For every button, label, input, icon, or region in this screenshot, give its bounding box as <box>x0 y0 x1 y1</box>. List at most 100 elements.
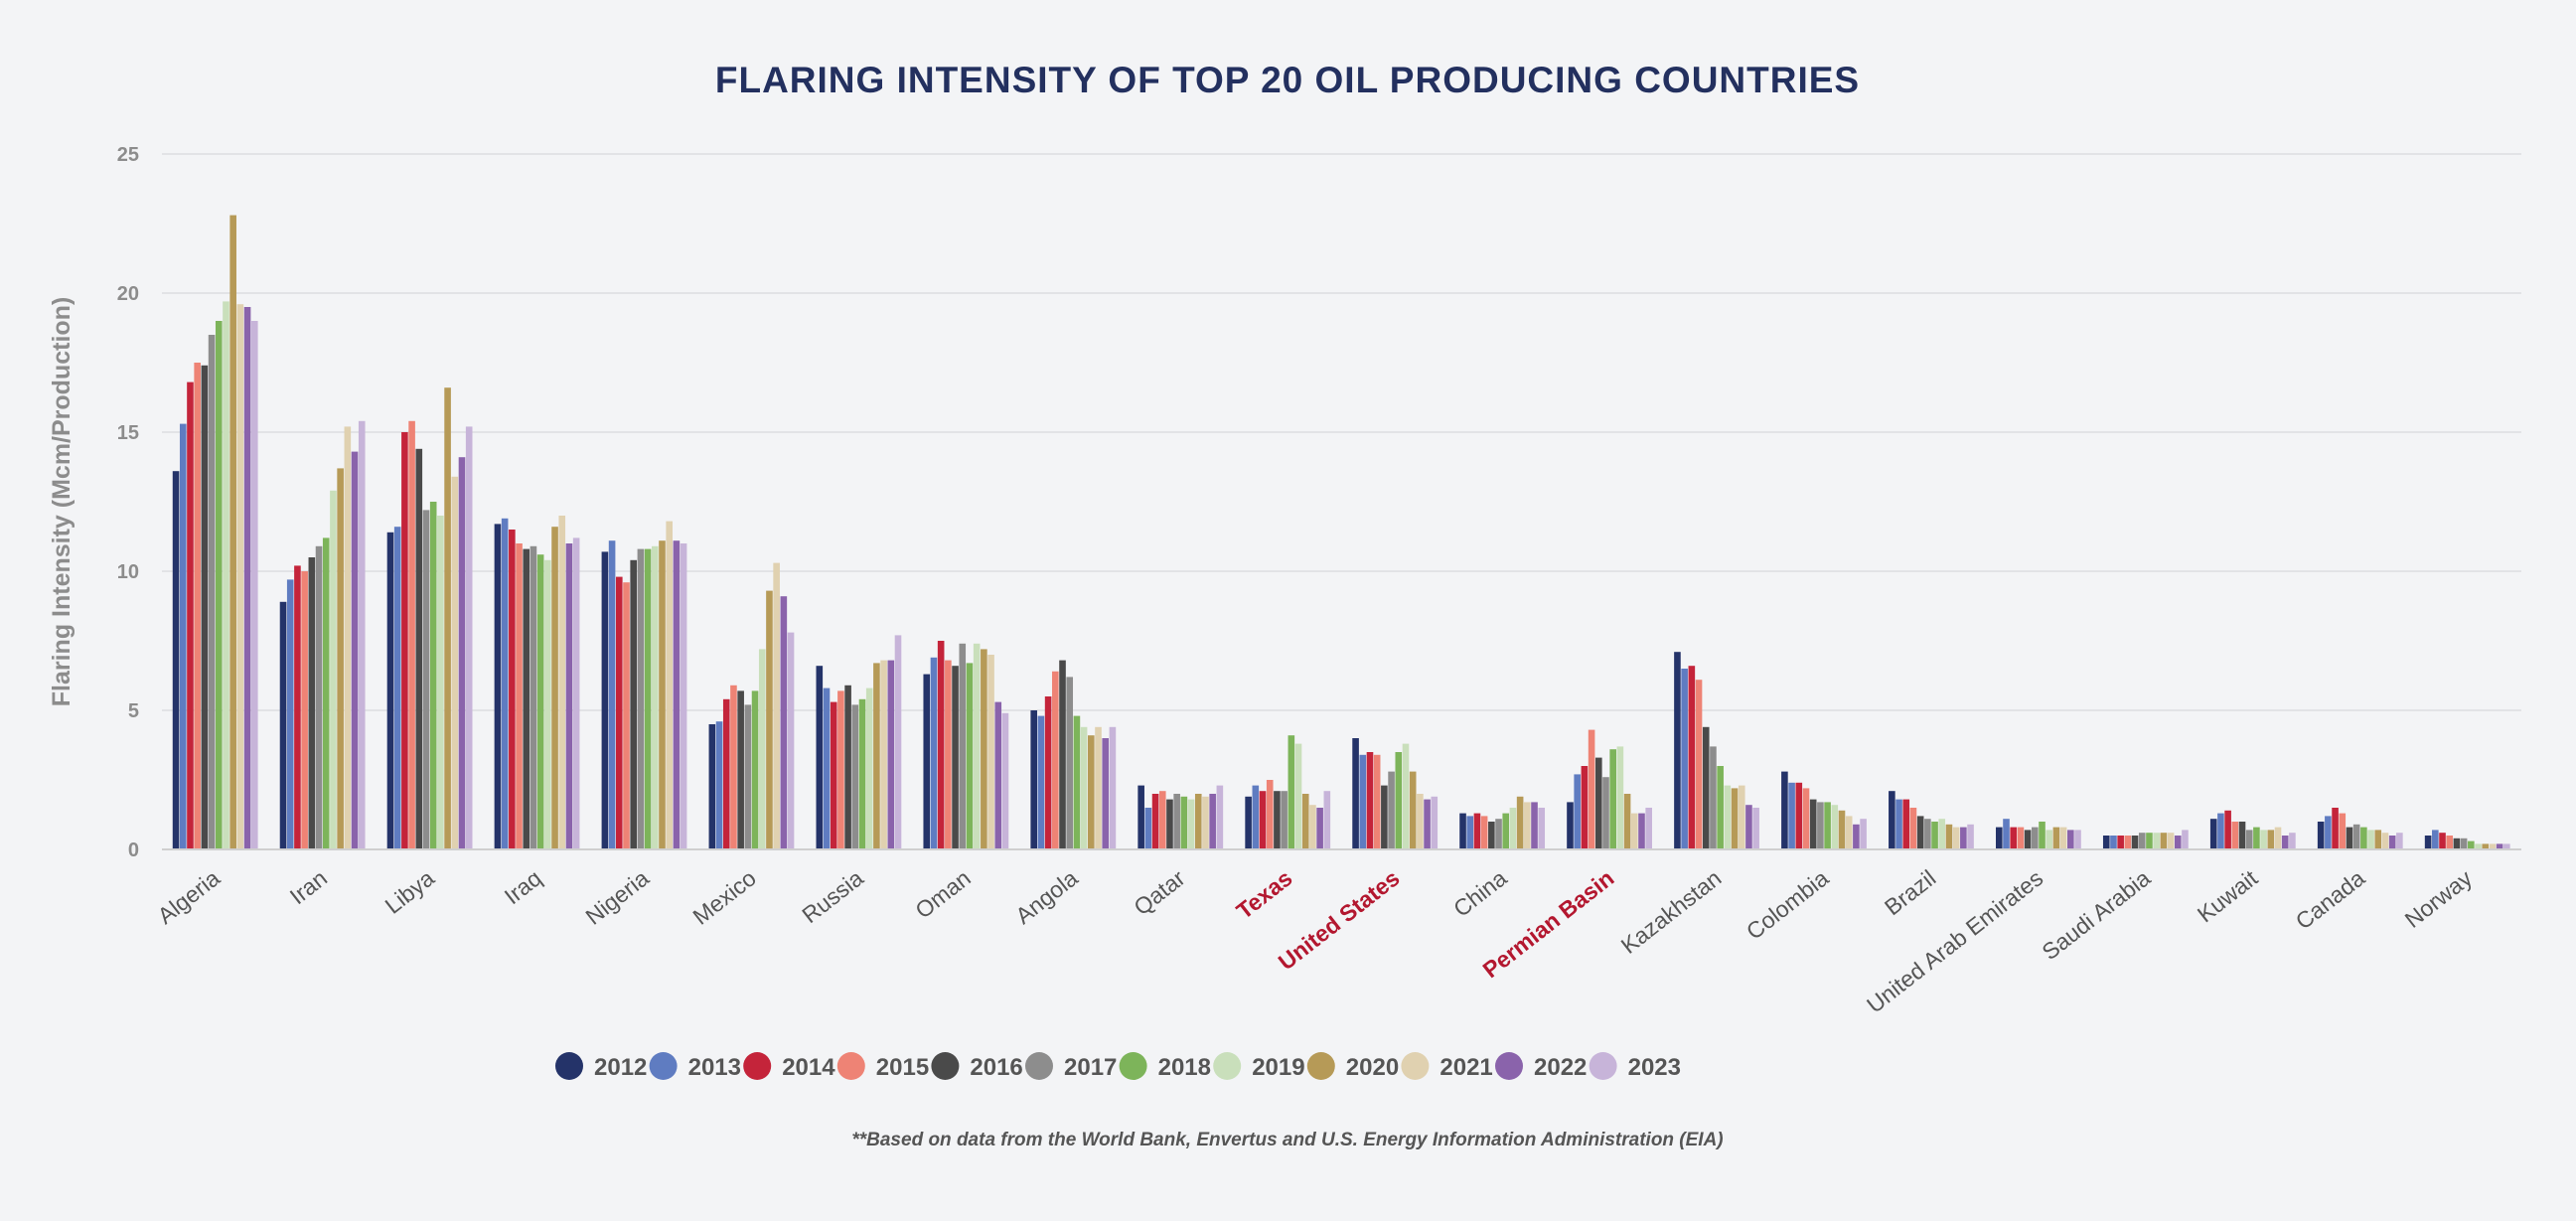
x-tick-label: United Arab Emirates <box>1862 864 2047 1017</box>
bar <box>2339 813 2347 849</box>
bar <box>1209 794 1216 849</box>
bar <box>1480 816 1488 849</box>
legend-swatch <box>1119 1052 1147 1080</box>
legend-label: 2012 <box>594 1054 647 1081</box>
bar <box>1137 785 1144 849</box>
bar <box>1795 782 1803 849</box>
legend-label: 2014 <box>782 1054 835 1081</box>
bar <box>294 565 301 849</box>
legend-item: 2018 <box>1119 1052 1211 1081</box>
bar <box>401 432 408 849</box>
x-tick-label: Saudi Arabia <box>2037 864 2155 965</box>
bar <box>1788 782 1795 849</box>
bar <box>1323 791 1331 849</box>
bar <box>250 321 258 849</box>
bar <box>1802 788 1810 849</box>
footnote: **Based on data from the World Bank, Env… <box>851 1130 1723 1150</box>
x-tick-label: Iraq <box>500 864 546 909</box>
bar <box>2374 830 2382 849</box>
bar <box>1609 749 1616 849</box>
bar <box>536 554 544 849</box>
bar <box>2110 836 2117 849</box>
bar <box>2052 827 2060 849</box>
bar <box>830 701 837 849</box>
bar <box>236 304 244 849</box>
x-tick-label: Colombia <box>1742 864 1834 944</box>
bar <box>429 502 437 849</box>
bar <box>2453 838 2461 849</box>
bar <box>2489 843 2497 849</box>
bar <box>386 532 394 849</box>
bar <box>1044 696 1052 849</box>
bar <box>2253 827 2260 849</box>
bar <box>1109 726 1117 849</box>
bar <box>1388 771 1395 849</box>
bar <box>1645 808 1652 849</box>
legend-swatch <box>743 1052 772 1080</box>
bar <box>2325 816 2332 849</box>
legend-swatch <box>1495 1052 1523 1080</box>
bar <box>1381 785 1388 849</box>
legend-item: 2023 <box>1589 1052 1681 1081</box>
bar <box>2003 819 2010 849</box>
bar <box>2396 833 2403 849</box>
bar <box>2182 830 2189 849</box>
bar <box>1724 785 1732 849</box>
bar <box>572 537 580 849</box>
bar <box>1466 816 1474 849</box>
bar <box>1967 824 1974 849</box>
bar <box>1158 791 1166 849</box>
x-tick-label: Kazakhstan <box>1616 864 1727 958</box>
bar <box>1180 796 1188 849</box>
bar <box>523 548 530 849</box>
bar <box>2138 833 2146 849</box>
bar <box>494 524 502 849</box>
bar <box>1173 794 1180 849</box>
bar <box>2067 830 2074 849</box>
bar <box>1187 799 1195 849</box>
bar <box>2224 810 2231 849</box>
bar <box>2153 833 2160 849</box>
bar <box>1259 791 1267 849</box>
bar <box>1924 819 1931 849</box>
bar <box>1902 799 1910 849</box>
bar <box>1824 802 1831 849</box>
bar <box>730 685 737 849</box>
bar <box>1745 805 1752 849</box>
bar <box>516 543 523 849</box>
x-tick-label: Kuwait <box>2193 864 2263 927</box>
bar <box>1889 791 1895 849</box>
bar <box>337 468 344 849</box>
legend-item: 2014 <box>743 1052 835 1081</box>
bar <box>465 426 473 849</box>
bar <box>393 527 401 849</box>
legend-swatch <box>555 1052 583 1080</box>
bar <box>2274 827 2282 849</box>
bar <box>2381 833 2389 849</box>
bar <box>2460 838 2468 849</box>
bar <box>1102 738 1110 849</box>
legend-item: 2019 <box>1213 1052 1305 1081</box>
bar <box>966 663 974 849</box>
bar <box>415 448 423 849</box>
bar <box>408 420 415 849</box>
y-tick-label: 10 <box>117 561 139 583</box>
bar <box>1309 805 1316 849</box>
bar <box>1288 735 1295 849</box>
y-tick-label: 25 <box>117 144 139 166</box>
bar <box>1731 788 1739 849</box>
bar <box>1052 671 1059 849</box>
bar <box>1409 771 1417 849</box>
bar <box>1588 729 1595 849</box>
bar <box>2346 827 2353 849</box>
bar <box>2059 827 2067 849</box>
bar <box>945 660 952 849</box>
legend-label: 2020 <box>1346 1054 1399 1081</box>
bar <box>2496 843 2503 849</box>
bar <box>1781 771 1788 849</box>
bar <box>1509 808 1517 849</box>
legend-label: 2013 <box>688 1054 741 1081</box>
bar <box>2424 836 2432 849</box>
bar <box>2367 830 2374 849</box>
